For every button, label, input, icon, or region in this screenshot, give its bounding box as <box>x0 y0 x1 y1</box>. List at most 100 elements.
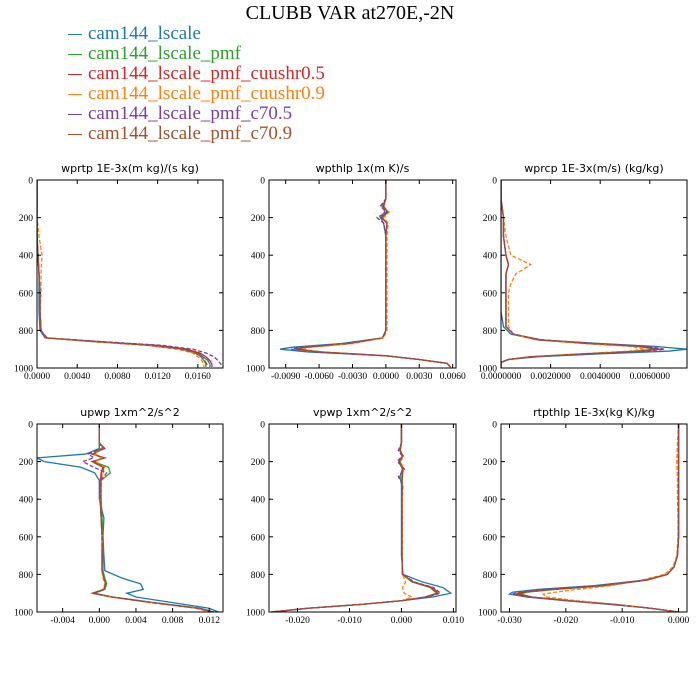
series-line-2-4 <box>501 180 665 368</box>
legend-item-1: cam144_lscale_pmf <box>68 44 325 64</box>
ytick-label-4-5: 1000 <box>246 609 265 619</box>
series-line-4-2 <box>271 424 440 612</box>
series-line-5-4 <box>512 424 680 612</box>
ytick-label-5-2: 400 <box>483 496 498 506</box>
xtick-label-2-2: 0.0040000 <box>580 372 621 382</box>
panel-2: wprcp 1E-3x(m/s) (kg/kg) 0.0000000 0.00200… <box>478 162 688 382</box>
panel-series-group-4 <box>271 424 453 612</box>
panel-title-2: wprcp 1E-3x(m/s) (kg/kg) <box>524 162 663 175</box>
legend-item-3: cam144_lscale_pmf_cuushr0.9 <box>68 84 325 104</box>
legend: cam144_lscale cam144_lscale_pmf cam144_l… <box>68 24 325 144</box>
xtick-label-1-4: 0.0030 <box>406 372 432 382</box>
panel-frame-3 <box>36 423 224 613</box>
panel-title-5: rtpthlp 1E-3x(kg K)/kg <box>533 406 655 419</box>
panel-title-0: wprtp 1E-3x(m kg)/(s kg) <box>61 162 199 175</box>
series-line-5-3 <box>541 424 680 612</box>
xtick-label-5-3: 0.000 <box>668 616 690 626</box>
series-line-5-2 <box>515 424 680 612</box>
ytick-label-1-4: 800 <box>251 327 266 337</box>
ytick-label-4-0: 0 <box>260 421 265 431</box>
legend-swatch-1 <box>68 53 82 55</box>
xtick-label-3-0: -0.004 <box>50 616 75 626</box>
panel-title-4: vpwp 1xm^2/s^2 <box>313 406 412 419</box>
ytick-label-3-1: 200 <box>19 458 34 468</box>
ytick-label-5-3: 600 <box>483 533 498 543</box>
panel-series-group-5 <box>507 424 680 612</box>
panel-title-3: upwp 1xm^2/s^2 <box>80 406 180 419</box>
panel-series-group-1 <box>280 180 451 368</box>
ytick-label-1-5: 1000 <box>246 365 265 375</box>
series-line-2-0 <box>501 180 687 368</box>
series-line-3-0 <box>37 424 219 612</box>
series-line-1-3 <box>301 180 451 368</box>
xtick-label-2-0: 0.0000000 <box>481 372 522 382</box>
xtick-label-0-0: 0.0000 <box>24 372 50 382</box>
xtick-label-1-1: -0.0060 <box>304 372 334 382</box>
xtick-label-2-3: 0.0060000 <box>630 372 671 382</box>
series-line-3-2 <box>90 424 214 612</box>
legend-label-4: cam144_lscale_pmf_c70.5 <box>88 103 293 124</box>
series-line-1-0 <box>280 180 451 368</box>
ytick-label-5-0: 0 <box>492 421 497 431</box>
series-line-2-5 <box>501 180 658 368</box>
ytick-label-2-0: 0 <box>492 177 497 187</box>
legend-item-4: cam144_lscale_pmf_c70.5 <box>68 104 325 124</box>
xtick-label-3-2: 0.004 <box>125 616 147 626</box>
xtick-label-1-5: 0.0060 <box>440 372 466 382</box>
xtick-label-4-0: -0.020 <box>285 616 310 626</box>
xtick-label-0-3: 0.0120 <box>145 372 171 382</box>
xtick-label-0-2: 0.0080 <box>104 372 130 382</box>
ytick-label-0-2: 400 <box>19 252 34 262</box>
ytick-label-3-5: 1000 <box>14 609 33 619</box>
panel-5: rtpthlp 1E-3x(kg K)/kg -0.030 -0.020 -0.010… <box>478 406 689 626</box>
panel-frame-2 <box>500 179 688 369</box>
ytick-label-5-4: 800 <box>483 571 498 581</box>
ytick-label-1-1: 200 <box>251 214 266 224</box>
xtick-label-1-2: -0.0030 <box>338 372 368 382</box>
ytick-label-4-2: 400 <box>251 496 266 506</box>
series-line-4-0 <box>271 424 453 612</box>
ytick-label-3-0: 0 <box>28 421 33 431</box>
panel-frame-0 <box>36 179 224 369</box>
series-line-4-3 <box>271 424 414 612</box>
xtick-label-4-1: -0.010 <box>337 616 362 626</box>
panel-series-group-3 <box>37 424 219 612</box>
series-line-5-1 <box>518 424 680 612</box>
ytick-label-4-3: 600 <box>251 533 266 543</box>
series-line-0-3 <box>37 180 205 368</box>
ytick-label-0-3: 600 <box>19 289 34 299</box>
panel-series-group-2 <box>501 180 687 368</box>
xtick-label-4-2: 0.000 <box>391 616 413 626</box>
xtick-label-3-1: 0.000 <box>89 616 111 626</box>
ytick-label-2-3: 600 <box>483 289 498 299</box>
xtick-label-4-3: 0.010 <box>443 616 465 626</box>
legend-label-2: cam144_lscale_pmf_cuushr0.5 <box>88 63 325 84</box>
panel-4: vpwp 1xm^2/s^2 -0.020 -0.010 0.000 0.010 0 200… <box>246 406 464 626</box>
xtick-label-3-4: 0.012 <box>199 616 221 626</box>
ytick-label-1-3: 600 <box>251 289 266 299</box>
ytick-label-3-2: 400 <box>19 496 34 506</box>
ytick-label-4-1: 200 <box>251 458 266 468</box>
ytick-label-1-0: 0 <box>260 177 265 187</box>
series-line-5-0 <box>507 424 680 612</box>
legend-swatch-4 <box>68 113 82 115</box>
xtick-label-5-0: -0.030 <box>497 616 522 626</box>
series-line-3-3 <box>91 424 212 612</box>
series-line-0-5 <box>37 180 208 368</box>
figure-title: CLUBB VAR at270E,-2N <box>245 2 455 24</box>
ytick-label-2-5: 1000 <box>478 365 497 375</box>
series-line-2-1 <box>501 180 655 368</box>
series-line-4-4 <box>271 424 442 612</box>
series-line-1-5 <box>296 180 451 368</box>
series-line-3-4 <box>81 424 215 612</box>
series-line-4-1 <box>271 424 439 612</box>
legend-swatch-0 <box>68 33 82 35</box>
series-line-0-0 <box>37 180 211 368</box>
ytick-label-2-1: 200 <box>483 214 498 224</box>
ytick-label-5-1: 200 <box>483 458 498 468</box>
ytick-label-4-4: 800 <box>251 571 266 581</box>
legend-label-1: cam144_lscale_pmf <box>88 43 242 64</box>
series-line-4-5 <box>271 424 441 612</box>
